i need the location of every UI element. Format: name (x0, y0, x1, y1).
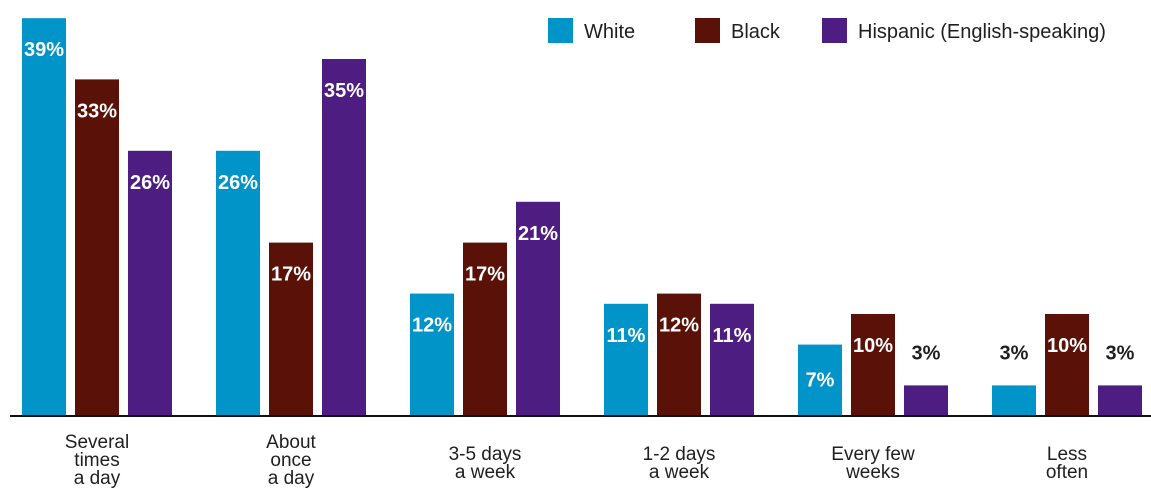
legend-swatch-white (548, 18, 573, 43)
bar-about-once-a-day-black (269, 242, 313, 416)
bars-layer (22, 18, 1142, 417)
data-label-1-2-days-a-week-white: 11% (607, 325, 646, 347)
data-label-less-often-white: 3% (1000, 342, 1029, 364)
bar-about-once-a-day-white (216, 150, 260, 417)
bar-1-2-days-a-week-hispanic-english-speaking (710, 303, 754, 416)
data-label-every-few-weeks-black: 10% (853, 335, 893, 357)
bar-less-often-black (1045, 314, 1089, 416)
data-labels-layer: 39% 33% 26% 26% 17% 35% 12% 17% 21% 11% 12% 11% 7% 10… (24, 39, 1135, 391)
data-label-every-few-weeks-white: 7% (806, 370, 835, 392)
legend-swatch-black (695, 18, 720, 43)
data-label-1-2-days-a-week-black: 12% (659, 315, 699, 337)
legend-item-hispanic-english-speaking: Hispanic (English-speaking) (822, 18, 1106, 43)
data-label-3-5-days-a-week-hispanic-english-speaking: 21% (518, 223, 558, 245)
bar-less-often-white (992, 385, 1036, 416)
category-label-about-once-a-day: About once a day (266, 432, 316, 489)
category-label-several-times-a-day: Several times a day (65, 432, 129, 489)
bar-3-5-days-a-week-black (463, 242, 507, 416)
data-label-every-few-weeks-hispanic-english-speaking: 3% (912, 342, 941, 364)
data-label-1-2-days-a-week-hispanic-english-speaking: 11% (713, 325, 752, 347)
data-label-about-once-a-day-black: 17% (271, 264, 311, 286)
legend: White Black Hispanic (English-speaking) (548, 18, 1106, 43)
data-label-several-times-a-day-white: 39% (24, 39, 64, 61)
bar-about-once-a-day-hispanic-english-speaking (322, 59, 366, 416)
category-label-less-often: Less often (1046, 444, 1088, 483)
legend-label-white: White (584, 21, 635, 43)
bar-1-2-days-a-week-black (657, 293, 701, 416)
bar-every-few-weeks-black (851, 314, 895, 416)
data-label-less-often-black: 10% (1047, 335, 1087, 357)
category-label-every-few-weeks: Every few weeks (831, 444, 915, 483)
bar-several-times-a-day-black (75, 79, 119, 417)
legend-label-hispanic-english-speaking: Hispanic (English-speaking) (858, 21, 1106, 43)
bar-3-5-days-a-week-hispanic-english-speaking (516, 201, 560, 416)
data-label-3-5-days-a-week-black: 17% (465, 264, 505, 286)
bar-every-few-weeks-white (798, 344, 842, 416)
category-labels-layer: Several times a day About once a day 3-5 days a… (65, 432, 1088, 489)
bar-3-5-days-a-week-white (410, 293, 454, 416)
bar-less-often-hispanic-english-speaking (1098, 385, 1142, 416)
bar-several-times-a-day-white (22, 18, 66, 416)
category-label-3-5-days-a-week: 3-5 days a week (449, 444, 522, 483)
data-label-about-once-a-day-white: 26% (218, 172, 258, 194)
data-label-about-once-a-day-hispanic-english-speaking: 35% (324, 80, 364, 102)
data-label-3-5-days-a-week-white: 12% (412, 315, 452, 337)
legend-item-white: White (548, 18, 635, 43)
data-label-several-times-a-day-hispanic-english-speaking: 26% (130, 172, 170, 194)
legend-item-black: Black (695, 18, 781, 43)
bar-1-2-days-a-week-white (604, 303, 648, 416)
data-label-less-often-hispanic-english-speaking: 3% (1106, 342, 1135, 364)
bar-several-times-a-day-hispanic-english-speaking (128, 150, 172, 417)
legend-swatch-hispanic-english-speaking (822, 18, 847, 43)
bar-every-few-weeks-hispanic-english-speaking (904, 385, 948, 416)
data-label-several-times-a-day-black: 33% (77, 100, 117, 122)
category-label-1-2-days-a-week: 1-2 days a week (643, 444, 716, 483)
legend-label-black: Black (731, 21, 781, 43)
